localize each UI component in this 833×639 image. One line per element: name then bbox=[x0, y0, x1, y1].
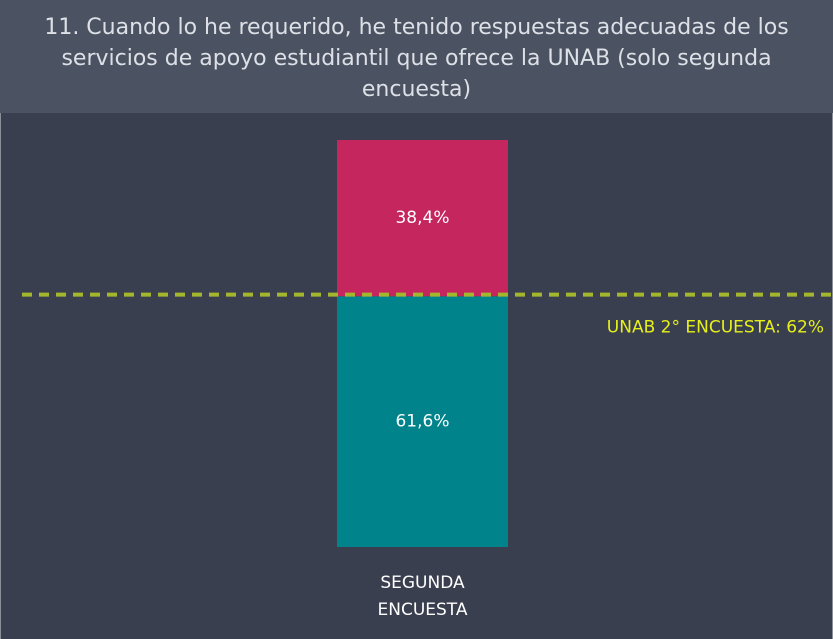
bar-segment bbox=[337, 296, 508, 547]
bar-segment bbox=[337, 140, 508, 297]
data-label: 61,6% bbox=[395, 412, 449, 432]
chart-title: 11. Cuando lo he requerido, he tenido re… bbox=[0, 0, 833, 113]
x-tick-label: SEGUNDA ENCUESTA bbox=[377, 573, 468, 620]
reference-label: UNAB 2° ENCUESTA: 62% bbox=[607, 318, 824, 338]
data-label: 38,4% bbox=[395, 208, 449, 228]
